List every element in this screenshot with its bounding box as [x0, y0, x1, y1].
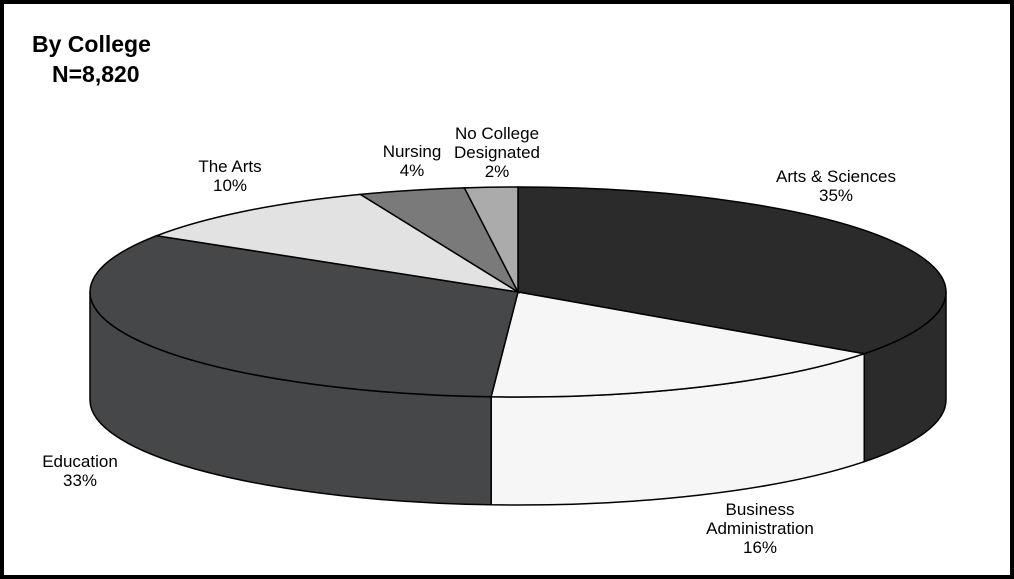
pie-slice [517, 186, 947, 355]
slice-value-label: 4% [400, 161, 425, 180]
pie-slice [490, 291, 865, 398]
slice-value-label: 2% [485, 162, 510, 181]
slice-label: Education [42, 452, 118, 471]
slice-value-label: 35% [819, 186, 853, 205]
slice-label: The Arts [198, 157, 261, 176]
slice-value-label: 16% [743, 538, 777, 557]
slice-label: Arts & Sciences [776, 167, 896, 186]
slice-label: Nursing [383, 142, 442, 161]
chart-subtitle: N=8,820 [52, 61, 140, 87]
pie-slice [153, 193, 519, 293]
slice-label: Business Administration [706, 500, 814, 538]
slice-label: No College Designated [454, 124, 540, 162]
slice-value-label: 33% [63, 471, 97, 490]
chart-title: By College [32, 31, 151, 57]
slice-value-label: 10% [213, 176, 247, 195]
pie-slice [463, 186, 519, 293]
